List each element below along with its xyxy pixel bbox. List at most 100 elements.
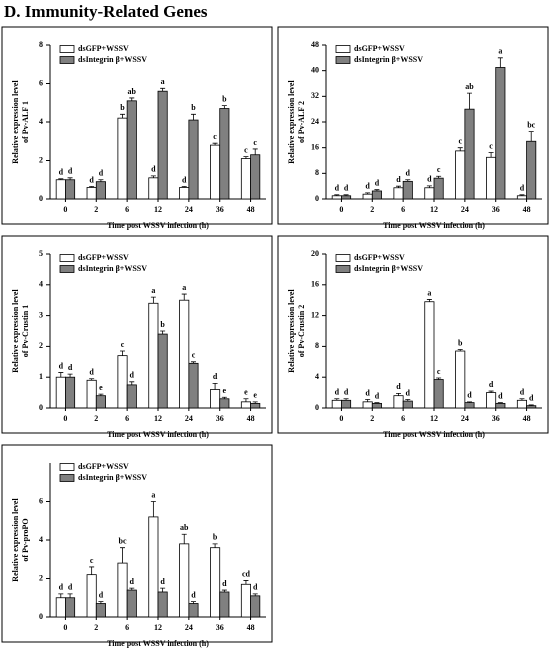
x-tick-label: 48 <box>523 414 531 423</box>
error-bar <box>221 396 227 399</box>
bar <box>240 583 251 618</box>
bar <box>188 603 199 618</box>
significance-label: d <box>406 388 411 397</box>
bar <box>65 179 76 200</box>
panel-frame <box>1 444 273 643</box>
bar <box>362 193 373 200</box>
bar <box>148 516 159 618</box>
error-bar <box>150 296 156 304</box>
x-tick-label: 24 <box>185 623 193 632</box>
y-tick-label: 5 <box>39 249 43 258</box>
x-tick-label: 12 <box>430 414 438 423</box>
significance-label: c <box>213 132 217 141</box>
legend-label: dsIntegrin β+WSSV <box>78 55 147 64</box>
bar <box>371 190 382 200</box>
x-tick-label: 12 <box>430 205 438 214</box>
significance-label: d <box>396 175 401 184</box>
error-bar <box>212 543 218 548</box>
y-tick-label: 12 <box>311 310 319 319</box>
bar <box>240 158 251 200</box>
legend-label: dsIntegrin β+WSSV <box>354 264 423 273</box>
significance-label: d <box>59 583 64 592</box>
significance-label: d <box>222 579 227 588</box>
error-bar <box>190 601 196 604</box>
error-bar <box>221 105 227 109</box>
error-bar <box>129 381 135 385</box>
bar <box>250 402 261 409</box>
significance-label: b <box>213 533 218 542</box>
bar <box>65 376 76 409</box>
bar <box>117 117 128 200</box>
significance-label: d <box>489 380 494 389</box>
bar <box>188 362 199 409</box>
significance-label: d <box>529 394 534 403</box>
error-bar <box>436 175 442 179</box>
x-axis-label: Time post WSSV infection (h) <box>383 430 485 439</box>
bar <box>210 389 221 409</box>
x-tick-label: 2 <box>370 205 374 214</box>
bar <box>157 90 168 200</box>
bar <box>188 119 199 200</box>
x-tick-label: 6 <box>401 414 405 423</box>
error-bar <box>190 113 196 121</box>
significance-label: d <box>59 361 64 370</box>
y-axis-label: of Pv-ALF 2 <box>297 101 306 143</box>
y-axis-label: of Pv-Crustin 2 <box>297 305 306 357</box>
significance-label: ab <box>128 87 137 96</box>
legend-swatch <box>335 265 351 273</box>
y-tick-label: 4 <box>39 117 43 126</box>
error-bar <box>221 589 227 592</box>
error-bar <box>150 501 156 517</box>
x-tick-label: 2 <box>94 414 98 423</box>
error-bar <box>519 194 525 196</box>
bar <box>126 384 137 409</box>
error-bar <box>181 533 187 544</box>
x-tick-label: 0 <box>63 414 67 423</box>
error-bar <box>58 178 64 180</box>
bar <box>331 399 342 409</box>
error-bar <box>243 580 249 585</box>
y-tick-label: 48 <box>311 40 319 49</box>
x-tick-label: 6 <box>125 623 129 632</box>
error-bar <box>252 148 258 155</box>
error-bar <box>497 402 503 404</box>
x-axis-label: Time post WSSV infection (h) <box>383 221 485 230</box>
bar <box>95 181 106 200</box>
bar <box>219 108 230 200</box>
bar <box>86 187 97 200</box>
bar <box>250 154 261 200</box>
significance-label: d <box>68 583 73 592</box>
error-bar <box>58 593 64 598</box>
significance-label: d <box>99 169 104 178</box>
significance-label: c <box>121 340 125 349</box>
significance-label: d <box>160 577 165 586</box>
bar <box>464 402 475 409</box>
legend-label: dsGFP+WSSV <box>354 44 405 53</box>
significance-label: a <box>151 286 155 295</box>
significance-label: d <box>130 577 135 586</box>
y-tick-label: 0 <box>39 612 43 621</box>
legend-swatch <box>335 56 351 64</box>
bar <box>210 144 221 200</box>
error-bar <box>120 113 126 119</box>
legend-swatch <box>335 254 351 262</box>
legend-label: dsGFP+WSSV <box>78 253 129 262</box>
error-bar <box>150 175 156 178</box>
error-bar <box>466 401 472 403</box>
error-bar <box>528 131 534 142</box>
x-tick-label: 12 <box>154 623 162 632</box>
error-bar <box>426 299 432 302</box>
legend-swatch <box>59 45 75 53</box>
y-axis-label: of Pv-ALF 1 <box>21 101 30 143</box>
error-bar <box>374 189 380 191</box>
x-tick-label: 2 <box>94 623 98 632</box>
bar <box>240 401 251 409</box>
significance-label: d <box>335 184 340 193</box>
error-bar <box>129 587 135 591</box>
significance-label: d <box>182 175 187 184</box>
panel-frame <box>277 26 549 225</box>
x-tick-label: 2 <box>94 205 98 214</box>
significance-label: d <box>396 382 401 391</box>
bar <box>495 67 506 200</box>
bar <box>126 100 137 200</box>
